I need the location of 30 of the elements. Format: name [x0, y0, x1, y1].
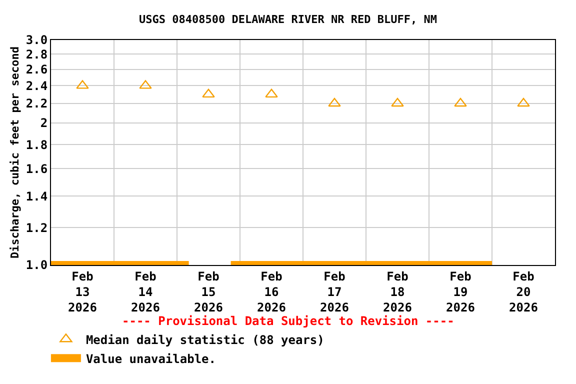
x-tick-label: Feb 15 2026: [194, 269, 223, 315]
y-axis-title: Discharge, cubic feet per second: [8, 46, 22, 258]
point: [202, 88, 215, 98]
y-tick-label: 1.8: [26, 138, 48, 152]
x-tick-label: Feb 18 2026: [383, 269, 412, 315]
point: [265, 88, 278, 98]
y-tick-label: 1.4: [26, 189, 48, 204]
y-tick-label: 2.2: [26, 96, 48, 111]
y-tick-label: 2.4: [26, 78, 48, 93]
x-tick-label: Feb 17 2026: [320, 269, 349, 315]
y-tick-label: 2: [40, 116, 48, 130]
y-tick-label: 2.6: [26, 62, 48, 77]
point: [391, 98, 404, 107]
y-tick-label: 2.8: [26, 47, 48, 62]
x-tick-label: Feb 20 2026: [509, 269, 538, 315]
x-tick-label: Feb 16 2026: [257, 269, 286, 315]
x-tick-label: Feb 13 2026: [68, 269, 97, 315]
legend-label: Median daily statistic (88 years): [86, 332, 324, 347]
y-tick-label: 1.6: [26, 162, 48, 176]
y-tick-label: 1.2: [26, 220, 48, 235]
y-tick-label: 1.0: [26, 258, 48, 272]
point: [454, 98, 467, 107]
y-tick-label: 3.0: [26, 33, 48, 48]
point: [328, 98, 341, 107]
legend-label: Value unavailable.: [86, 352, 216, 366]
text: ---- Provisional Data Subject to Revision ----: [122, 314, 454, 328]
point: [517, 98, 530, 107]
x-tick-label: Feb 19 2026: [446, 269, 475, 315]
chart-title: USGS 08408500 DELAWARE RIVER NR RED BLUFF, NM: [138, 13, 438, 26]
x-tick-label: Feb 14 2026: [131, 269, 160, 315]
